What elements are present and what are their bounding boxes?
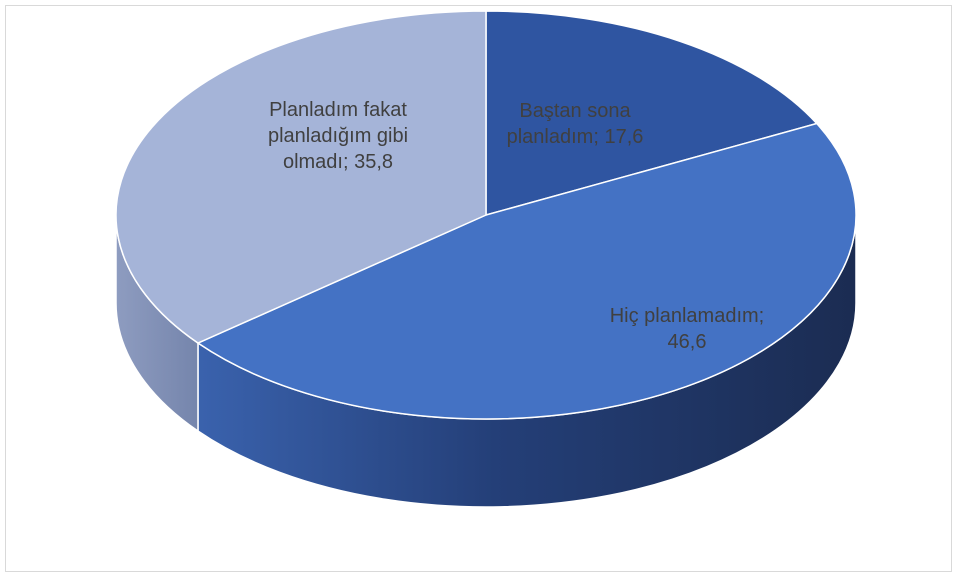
- pie-label-1-line-1: 46,6: [668, 331, 707, 353]
- pie-slice-1: [196, 122, 857, 420]
- pie-tops: [115, 10, 857, 420]
- pie-label-0-line-0: Baştan sona: [519, 100, 631, 122]
- pie-label-2-line-2: olmadı; 35,8: [283, 151, 393, 173]
- pie-label-0: Baştan sona planladım; 17,6: [507, 100, 644, 148]
- pie-slice-0: [485, 10, 819, 216]
- chart-border: [5, 5, 952, 572]
- pie-label-1-line-0: Hiç planlamadım;: [610, 305, 765, 327]
- pie-label-0-line-1: planladım; 17,6: [507, 126, 644, 148]
- pie-label-2: Planladım fakat planladığım gibi olmadı; 3…: [268, 99, 408, 173]
- pie-label-1: Hiç planlamadım; 46,6: [610, 305, 765, 353]
- pie-label-2-line-0: Planladım fakat: [269, 99, 407, 121]
- pie-slice-2: [115, 10, 487, 344]
- pie-label-2-line-1: planladığım gibi: [268, 125, 408, 147]
- pie-labels: Baştan sona planladım; 17,6 Hiç planlamadı…: [268, 99, 764, 353]
